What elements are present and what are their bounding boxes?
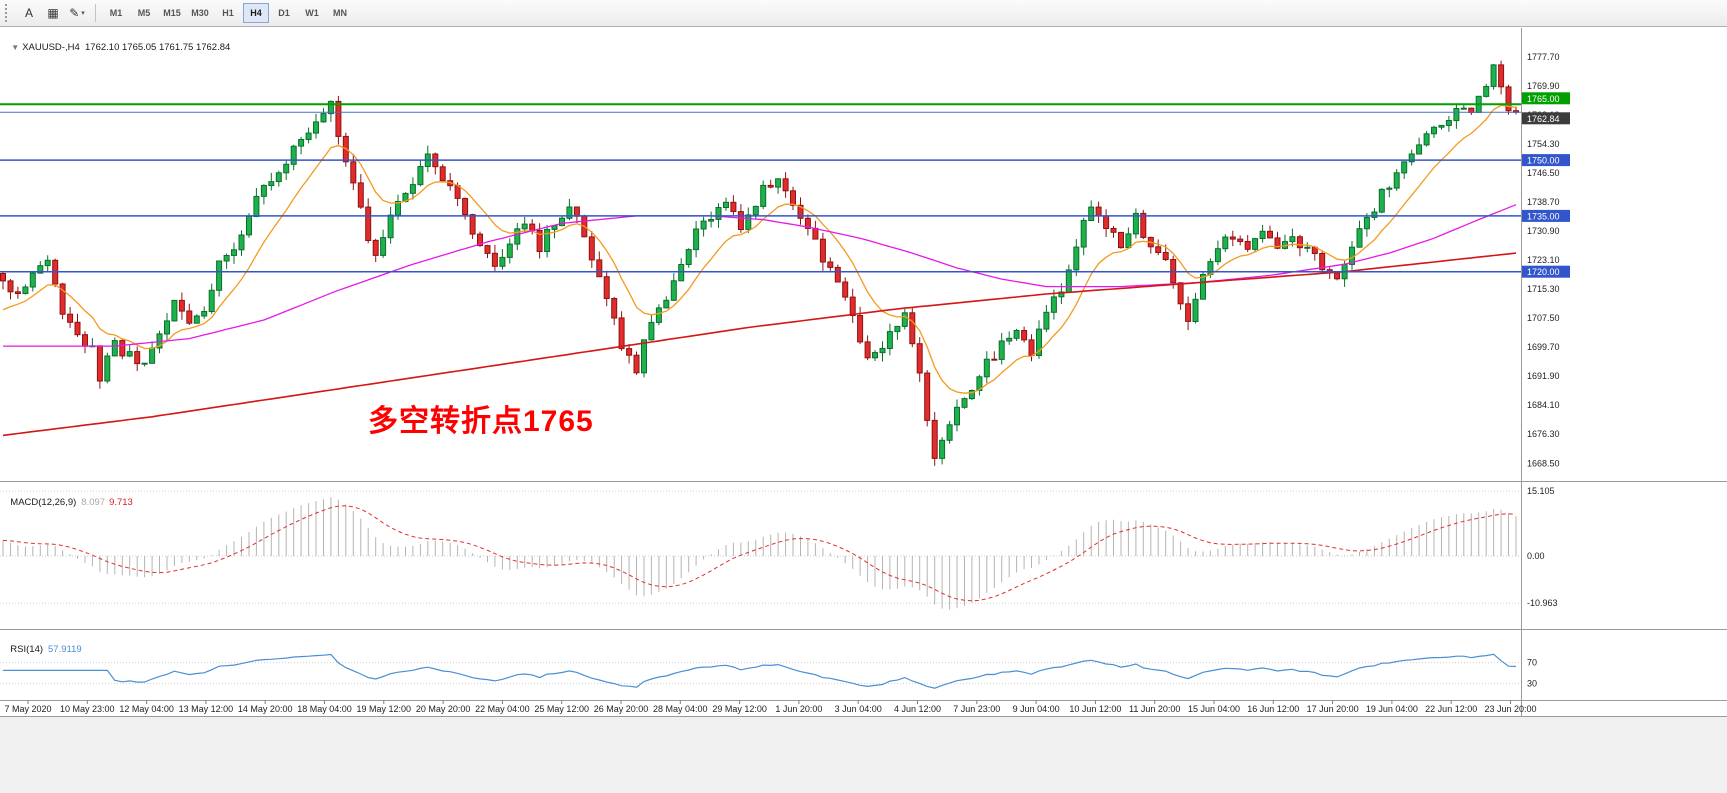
macd-main-value: 8.097 [81, 497, 106, 508]
svg-text:1754.30: 1754.30 [1527, 139, 1560, 149]
timeframe-d1-button[interactable]: D1 [271, 3, 297, 23]
macd-signal-value: 9.713 [109, 497, 133, 508]
timeframe-m5-button[interactable]: M5 [131, 3, 157, 23]
svg-text:30: 30 [1527, 678, 1537, 688]
svg-text:18 May 04:00: 18 May 04:00 [297, 704, 352, 714]
svg-text:17 Jun 20:00: 17 Jun 20:00 [1307, 704, 1359, 714]
toolbar-divider [95, 4, 96, 22]
timeframe-m1-button[interactable]: M1 [103, 3, 129, 23]
svg-text:22 Jun 12:00: 22 Jun 12:00 [1425, 704, 1477, 714]
svg-text:4 Jun 12:00: 4 Jun 12:00 [894, 704, 941, 714]
rsi-name: RSI(14) [10, 644, 44, 655]
svg-text:23 Jun 20:00: 23 Jun 20:00 [1484, 704, 1536, 714]
svg-text:10 May 23:00: 10 May 23:00 [60, 704, 115, 714]
svg-text:1691.90: 1691.90 [1527, 371, 1560, 381]
svg-text:1699.70: 1699.70 [1527, 342, 1560, 352]
chart-title: ▼ XAUUSD-,H4 1762.10 1765.05 1761.75 1762… [6, 31, 230, 53]
svg-text:1738.70: 1738.70 [1527, 197, 1560, 207]
window-background [0, 717, 1727, 793]
svg-text:1684.10: 1684.10 [1527, 400, 1560, 410]
svg-text:1730.90: 1730.90 [1527, 226, 1560, 236]
timeframe-m30-button[interactable]: M30 [187, 3, 213, 23]
macd-indicator-label: MACD(12,26,9) 8.097 9.713 [5, 486, 133, 508]
svg-text:10 Jun 12:00: 10 Jun 12:00 [1069, 704, 1121, 714]
draw-tool-button[interactable]: ✎ ▾ [66, 3, 88, 24]
timeframe-mn-button[interactable]: MN [327, 3, 353, 23]
timeframe-m15-button[interactable]: M15 [159, 3, 185, 23]
timeframe-h1-button[interactable]: H1 [215, 3, 241, 23]
timeframe-w1-button[interactable]: W1 [299, 3, 325, 23]
chart-text-annotation: 多空转折点1765 [368, 405, 594, 438]
svg-text:1777.70: 1777.70 [1527, 52, 1560, 62]
svg-text:1765.00: 1765.00 [1527, 94, 1560, 104]
svg-text:1668.50: 1668.50 [1527, 458, 1560, 468]
svg-text:28 May 04:00: 28 May 04:00 [653, 704, 708, 714]
svg-text:12 May 04:00: 12 May 04:00 [119, 704, 174, 714]
text-annotation-button[interactable]: A [18, 3, 40, 24]
svg-text:3 Jun 04:00: 3 Jun 04:00 [835, 704, 882, 714]
chevron-down-icon: ▾ [81, 10, 85, 17]
svg-text:1720.00: 1720.00 [1527, 267, 1560, 277]
svg-text:7 Jun 23:00: 7 Jun 23:00 [953, 704, 1000, 714]
svg-text:25 May 12:00: 25 May 12:00 [534, 704, 589, 714]
symbol-caret-icon: ▼ [11, 43, 20, 52]
svg-text:16 Jun 12:00: 16 Jun 12:00 [1247, 704, 1299, 714]
svg-text:19 May 12:00: 19 May 12:00 [357, 704, 412, 714]
svg-text:15 Jun 04:00: 15 Jun 04:00 [1188, 704, 1240, 714]
svg-text:11 Jun 20:00: 11 Jun 20:00 [1129, 704, 1180, 714]
pencil-icon: ✎ [69, 6, 80, 20]
svg-text:15.105: 15.105 [1527, 486, 1555, 496]
svg-text:70: 70 [1527, 658, 1537, 668]
svg-text:1746.50: 1746.50 [1527, 168, 1560, 178]
svg-text:9 Jun 04:00: 9 Jun 04:00 [1013, 704, 1060, 714]
timeframe-h4-button[interactable]: H4 [243, 3, 269, 23]
svg-text:22 May 04:00: 22 May 04:00 [475, 704, 530, 714]
svg-text:29 May 12:00: 29 May 12:00 [712, 704, 767, 714]
toolbar: A ▦ ✎ ▾ M1 M5 M15 M30 H1 H4 D1 W1 MN [0, 0, 1727, 27]
svg-text:1715.30: 1715.30 [1527, 284, 1560, 294]
svg-text:14 May 20:00: 14 May 20:00 [238, 704, 293, 714]
svg-text:1769.90: 1769.90 [1527, 81, 1560, 91]
svg-text:13 May 12:00: 13 May 12:00 [179, 704, 234, 714]
svg-text:1735.00: 1735.00 [1527, 211, 1560, 221]
svg-text:1762.84: 1762.84 [1527, 114, 1560, 124]
svg-text:1 Jun 20:00: 1 Jun 20:00 [775, 704, 822, 714]
svg-text:-10.963: -10.963 [1527, 598, 1558, 608]
svg-text:19 Jun 04:00: 19 Jun 04:00 [1366, 704, 1418, 714]
svg-text:26 May 20:00: 26 May 20:00 [594, 704, 649, 714]
shapes-icon: ▦ [47, 6, 59, 20]
svg-text:1723.10: 1723.10 [1527, 255, 1560, 265]
svg-text:7 May 2020: 7 May 2020 [4, 704, 51, 714]
svg-text:1750.00: 1750.00 [1527, 156, 1560, 166]
shapes-tool-button[interactable]: ▦ [42, 3, 64, 24]
symbol-ohlc-label: XAUUSD-,H4 1762.10 1765.05 1761.75 1762.… [22, 42, 231, 53]
macd-name: MACD(12,26,9) [10, 497, 77, 508]
toolbar-grip[interactable] [5, 4, 12, 22]
rsi-value: 57.9119 [48, 644, 82, 655]
svg-text:20 May 20:00: 20 May 20:00 [416, 704, 471, 714]
rsi-indicator-label: RSI(14) 57.9119 [5, 633, 82, 655]
svg-text:1707.50: 1707.50 [1527, 313, 1560, 323]
svg-text:0.00: 0.00 [1527, 551, 1545, 561]
svg-text:1676.30: 1676.30 [1527, 429, 1560, 439]
